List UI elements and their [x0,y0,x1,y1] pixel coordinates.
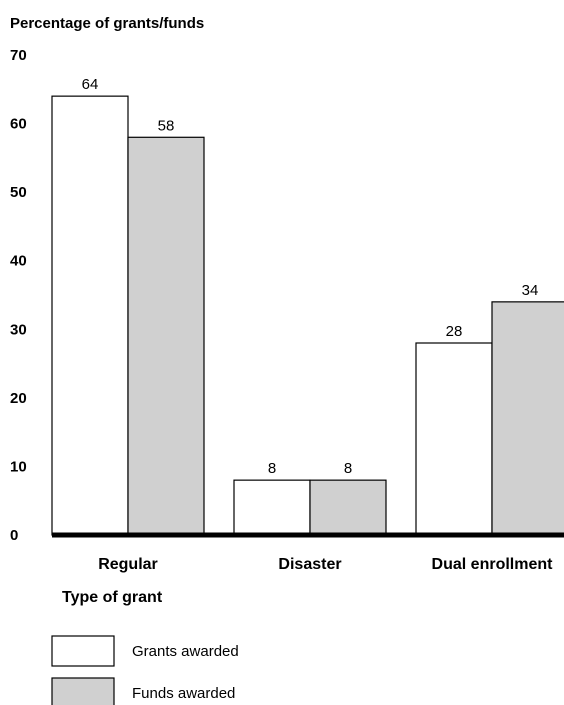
y-tick-label: 30 [10,321,27,338]
y-axis-title: Percentage of grants/funds [10,15,204,32]
x-axis-title: Type of grant [62,589,163,606]
y-tick-label: 10 [10,458,27,475]
legend-swatch [51,635,115,667]
y-axis-ticks: 0 10 20 30 40 50 60 70 [10,47,27,544]
data-label: 58 [158,117,175,134]
bar-funds-0 [127,136,205,536]
y-tick-label: 20 [10,390,27,407]
legend: Grants awarded Funds awarded [51,635,239,705]
y-tick-label: 50 [10,184,27,201]
category-label: Regular [98,556,158,573]
legend-label: Grants awarded [132,643,239,660]
category-label: Disaster [278,556,341,573]
bar-funds-1 [309,479,387,536]
bars [51,95,564,536]
legend-label: Funds awarded [132,685,235,702]
data-label: 64 [82,76,99,93]
bar-funds-2 [491,301,564,536]
y-tick-label: 0 [10,527,18,544]
legend-swatch [51,677,115,705]
data-labels: 64 58 8 8 28 34 [82,76,539,477]
category-labels: Regular Disaster Dual enrollment [98,556,553,573]
data-label: 34 [522,282,539,299]
data-label: 8 [344,460,352,477]
y-tick-label: 70 [10,47,27,64]
data-label: 28 [446,323,463,340]
y-tick-label: 60 [10,116,27,133]
data-label: 8 [268,460,276,477]
bar-grants-1 [233,479,311,536]
y-tick-label: 40 [10,253,27,270]
bar-grants-0 [51,95,129,536]
category-label: Dual enrollment [432,556,554,573]
bar-grants-2 [415,342,493,536]
